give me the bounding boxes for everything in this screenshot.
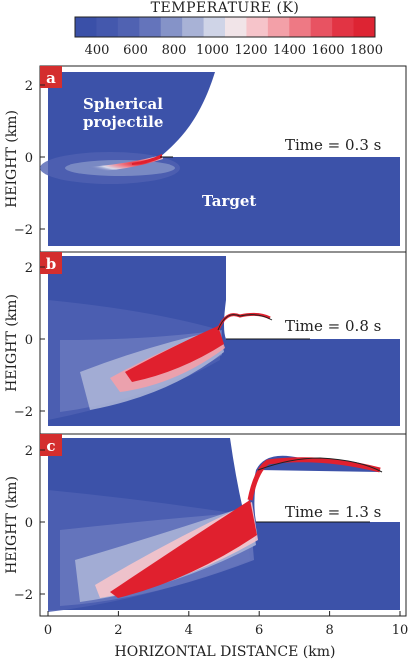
- y-axis-ticks: 2 0 −2 2 0 −2 2 0 −2: [14, 79, 45, 603]
- panel-b-time: Time = 0.8 s: [285, 317, 381, 335]
- colorbar-tick-label: 600: [123, 43, 148, 58]
- y-axis-label-a: HEIGHT (km): [4, 110, 20, 208]
- x-axis-ticks: 0 2 4 6 8 10: [44, 611, 408, 638]
- colorbar-segment: [203, 17, 226, 37]
- x-axis-label: HORIZONTAL DISTANCE (km): [115, 644, 336, 660]
- x-tick-label: 6: [255, 623, 263, 638]
- colorbar-segment: [267, 17, 290, 37]
- projectile: [48, 72, 215, 157]
- colorbar-segment: [117, 17, 140, 37]
- projectile-label-line1: Spherical: [83, 95, 163, 113]
- colorbar-segment: [225, 17, 247, 37]
- x-tick-label: 0: [44, 623, 52, 638]
- y-tick-label: −2: [14, 405, 33, 420]
- panel-a: a Spherical projectile Target Time = 0.3…: [39, 65, 407, 253]
- x-tick-label: 2: [114, 623, 122, 638]
- colorbar-tick-label: 1200: [234, 43, 267, 58]
- x-tick-label: 4: [185, 623, 193, 638]
- colorbar-tick-label: 1000: [196, 43, 229, 58]
- colorbar: [74, 16, 376, 38]
- colorbar-title: TEMPERATURE (K): [151, 0, 300, 16]
- projectile-label-line2: projectile: [83, 113, 163, 131]
- y-axis-label-b: HEIGHT (km): [4, 294, 20, 392]
- y-tick-label: 0: [25, 151, 33, 166]
- colorbar-segment: [353, 17, 376, 37]
- colorbar-segment: [96, 17, 119, 37]
- y-tick-label: 0: [25, 333, 33, 348]
- y-tick-label: −2: [14, 223, 33, 238]
- colorbar-segment: [246, 17, 269, 37]
- colorbar-segment: [160, 17, 183, 37]
- panel-a-letter: a: [46, 69, 56, 87]
- panel-c-badge: [40, 434, 62, 456]
- colorbar-segment: [75, 17, 97, 37]
- colorbar-segment: [332, 17, 355, 37]
- colorbar-segment: [139, 17, 162, 37]
- colorbar-tick-label: 1800: [350, 43, 383, 58]
- x-tick-label: 8: [325, 623, 333, 638]
- y-tick-label: 0: [25, 516, 33, 531]
- panel-c-letter: c: [46, 437, 55, 455]
- panel-b-badge: [40, 252, 62, 274]
- y-tick-label: 2: [25, 79, 33, 94]
- panel-a-badge: [40, 66, 62, 88]
- x-tick-label: 10: [392, 623, 409, 638]
- panel-c: c Time = 1.3 s: [39, 433, 407, 617]
- y-tick-label: 2: [25, 444, 33, 459]
- panel-b: b Time = 0.8 s: [39, 251, 407, 435]
- colorbar-tick-label: 800: [162, 43, 187, 58]
- colorbar-tick-label: 1600: [311, 43, 344, 58]
- panel-b-letter: b: [46, 255, 57, 273]
- panel-c-time: Time = 1.3 s: [285, 503, 381, 521]
- y-tick-label: −2: [14, 588, 33, 603]
- colorbar-segment: [289, 17, 312, 37]
- colorbar-frame: [74, 16, 376, 38]
- colorbar-ticks: 400 600 800 1000 1200 1400 1600 1800: [85, 43, 383, 58]
- target-label: Target: [202, 192, 256, 210]
- colorbar-tick-label: 1400: [273, 43, 306, 58]
- y-tick-label: 2: [25, 261, 33, 276]
- panel-a-time: Time = 0.3 s: [285, 136, 381, 154]
- colorbar-segment: [182, 17, 205, 37]
- colorbar-tick-label: 400: [85, 43, 110, 58]
- colorbar-segment: [310, 17, 333, 37]
- y-axis-label-c: HEIGHT (km): [4, 476, 20, 574]
